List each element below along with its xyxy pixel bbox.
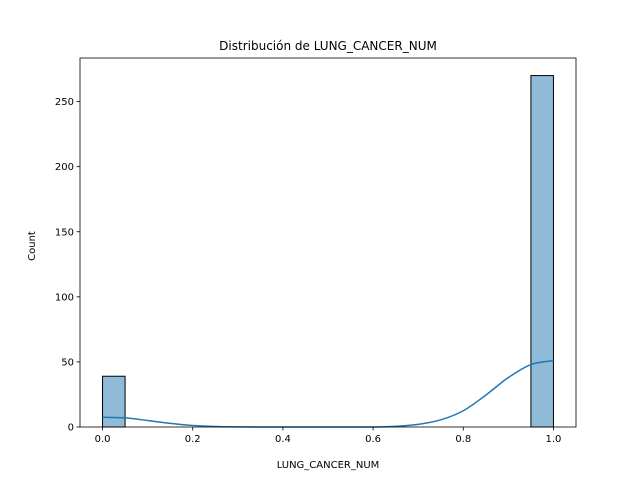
x-axis-label: LUNG_CANCER_NUM [277, 460, 380, 471]
y-tick-label-3: 150 [55, 227, 74, 238]
x-tick-label-2: 0.4 [275, 434, 291, 445]
x-tick-label-0: 0.0 [95, 434, 111, 445]
x-tick-label-3: 0.6 [365, 434, 381, 445]
x-tick-label-1: 0.2 [185, 434, 201, 445]
histogram-bar-0 [102, 375, 126, 428]
y-tick-label-5: 250 [55, 97, 74, 108]
axes-frame [79, 57, 577, 428]
plot-area: 0.0 0.2 0.4 0.6 0.8 1.0 0 50 100 150 200 250 [55, 57, 577, 445]
x-tick-label-4: 0.8 [455, 434, 471, 445]
chart-title: Distribución de LUNG_CANCER_NUM [219, 39, 437, 53]
y-tick-label-4: 200 [55, 162, 74, 173]
x-tick-label-5: 1.0 [546, 434, 562, 445]
y-tick-label-0: 0 [68, 423, 74, 434]
histogram-bar-1 [530, 75, 554, 428]
y-axis-label: Count [27, 231, 38, 261]
y-tick-label-1: 50 [61, 357, 74, 368]
y-tick-label-2: 100 [55, 292, 74, 303]
